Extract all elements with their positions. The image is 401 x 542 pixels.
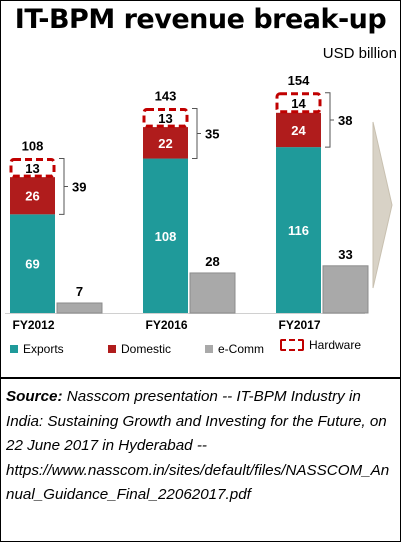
bar-hardware-FY2016 bbox=[142, 108, 189, 128]
arrow-shape bbox=[373, 122, 392, 288]
bracket-FY2017 bbox=[325, 92, 334, 148]
legend-item-ecomm: e-Comm bbox=[205, 342, 264, 356]
bar-domestic-FY2012 bbox=[10, 177, 55, 215]
bar-exports-FY2012 bbox=[10, 214, 55, 313]
bracket-FY2012 bbox=[59, 158, 68, 215]
bar-hardware-FY2012 bbox=[9, 158, 56, 178]
bar-exports-FY2016 bbox=[143, 158, 188, 313]
legend-label-hardware: Hardware bbox=[309, 338, 362, 352]
stack-total-FY2016: 143 bbox=[155, 89, 177, 104]
bar-ecomm-FY2012 bbox=[56, 302, 103, 314]
legend-label-ecomm: e-Comm bbox=[218, 342, 265, 356]
data-label-domestic-FY2012: 26 bbox=[25, 189, 39, 204]
legend-item-hardware: Hardware bbox=[280, 338, 361, 352]
stack-total-FY2017: 154 bbox=[288, 73, 310, 88]
bracket-total-FY2016: 35 bbox=[205, 127, 219, 142]
data-label-domestic-FY2017: 24 bbox=[291, 123, 306, 138]
data-label-exports-FY2016: 108 bbox=[155, 229, 177, 244]
data-label-domestic-FY2016: 22 bbox=[158, 136, 172, 151]
data-label-ecomm-FY2017: 33 bbox=[338, 247, 352, 262]
bar-hardware-FY2017 bbox=[275, 92, 322, 114]
bar-domestic-FY2016 bbox=[143, 127, 188, 159]
data-label-hardware-FY2012: 13 bbox=[25, 161, 39, 176]
source-note: Source: Nasscom presentation -- IT-BPM I… bbox=[6, 385, 396, 508]
chart-title: IT-BPM revenue break-up bbox=[14, 4, 387, 35]
data-label-ecomm-FY2012: 7 bbox=[76, 284, 83, 299]
data-label-ecomm-FY2016: 28 bbox=[205, 254, 219, 269]
legend: Exports Domestic e-Comm Hardware bbox=[8, 338, 393, 360]
source-label: Source: bbox=[6, 388, 63, 405]
bar-exports-FY2017 bbox=[276, 147, 321, 313]
x-tick-label-FY2016: FY2016 bbox=[145, 318, 187, 332]
legend-item-domestic: Domestic bbox=[108, 342, 171, 356]
bracket-FY2016 bbox=[192, 108, 201, 160]
source-url[interactable]: https://www.nasscom.in/sites/default/fil… bbox=[6, 461, 390, 504]
legend-label-domestic: Domestic bbox=[121, 342, 172, 356]
data-label-hardware-FY2017: 14 bbox=[291, 96, 306, 111]
legend-swatch-exports bbox=[10, 345, 18, 353]
source-text: Nasscom presentation -- IT-BPM Industry … bbox=[6, 388, 387, 454]
arrow-shape-outline bbox=[372, 121, 393, 289]
bar-ecomm-FY2016 bbox=[189, 272, 236, 314]
divider-line bbox=[0, 377, 401, 379]
legend-swatch-ecomm bbox=[205, 345, 213, 353]
data-label-exports-FY2012: 69 bbox=[25, 257, 39, 272]
legend-label-exports: Exports bbox=[23, 342, 64, 356]
bracket-total-FY2017: 38 bbox=[338, 113, 352, 128]
bracket-total-FY2012: 39 bbox=[72, 179, 86, 194]
chart-area: 69 26 13 108 39 7 FY2012 108 22 13 143 35 28 FY2016 11… bbox=[5, 73, 393, 332]
legend-swatch-domestic bbox=[108, 345, 116, 353]
data-label-hardware-FY2016: 13 bbox=[158, 111, 172, 126]
bar-domestic-FY2017 bbox=[276, 112, 321, 148]
data-label-exports-FY2017: 116 bbox=[288, 223, 309, 238]
x-tick-label-FY2012: FY2012 bbox=[12, 318, 54, 332]
legend-swatch-hardware bbox=[280, 339, 304, 351]
unit-label: USD billion bbox=[322, 45, 397, 62]
x-tick-label-FY2017: FY2017 bbox=[278, 318, 320, 332]
stack-total-FY2012: 108 bbox=[22, 139, 44, 154]
legend-item-exports: Exports bbox=[10, 342, 64, 356]
bar-ecomm-FY2017 bbox=[322, 265, 369, 314]
